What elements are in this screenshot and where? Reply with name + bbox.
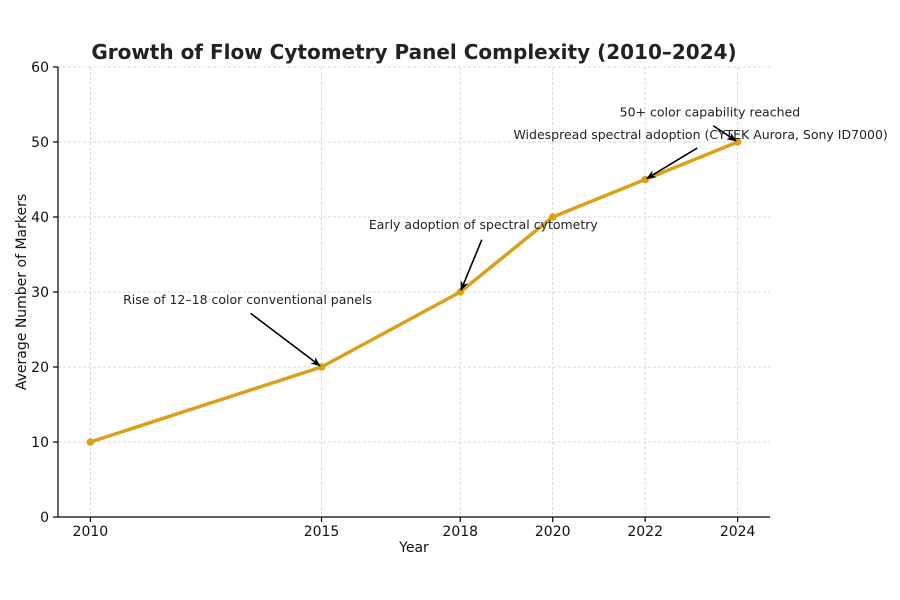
- x-tick-label-4: 2022: [627, 524, 663, 540]
- x-axis-label: Year: [398, 540, 429, 556]
- annotation-text-1: Early adoption of spectral cytometry: [369, 217, 599, 232]
- y-tick-label-5: 50: [31, 135, 49, 151]
- data-point-2018: [456, 288, 465, 296]
- y-tick-label-2: 20: [31, 360, 49, 376]
- x-tick-label-5: 2024: [720, 524, 756, 540]
- annotation-arrow-1: [460, 239, 483, 292]
- chart-title: Growth of Flow Cytometry Panel Complexit…: [91, 40, 736, 64]
- annotation-arrow-2: [646, 147, 698, 180]
- y-axis-label: Average Number of Markers: [14, 194, 30, 390]
- y-tick-label-1: 10: [31, 435, 49, 451]
- annotation-layer: Rise of 12–18 color conventional panels E…: [123, 105, 888, 367]
- annotation-text-3: 50+ color capability reached: [620, 105, 801, 120]
- data-point-2010: [86, 438, 95, 446]
- x-tick-label-2: 2018: [442, 524, 478, 540]
- annotation-arrow-3: [712, 125, 737, 142]
- data-point-2020: [548, 213, 557, 221]
- x-tick-label-1: 2015: [304, 524, 340, 540]
- x-tick-label-3: 2020: [535, 524, 571, 540]
- y-tick-label-6: 60: [31, 60, 49, 76]
- annotation-arrow-0: [250, 312, 321, 367]
- axis-layer: 0 10 20 30 40 50 60 2010 2015 2018 2020 2022 2024: [31, 60, 770, 540]
- annotation-text-0: Rise of 12–18 color conventional panels: [123, 292, 372, 307]
- annotation-text-2: Widespread spectral adoption (CYTEK Auro…: [513, 127, 887, 142]
- y-tick-label-3: 30: [31, 285, 49, 301]
- x-tick-label-0: 2010: [73, 524, 109, 540]
- series-line-0: [88, 140, 740, 444]
- y-tick-label-4: 40: [31, 210, 49, 226]
- y-tick-label-0: 0: [40, 510, 49, 526]
- data-point-2022: [641, 175, 649, 184]
